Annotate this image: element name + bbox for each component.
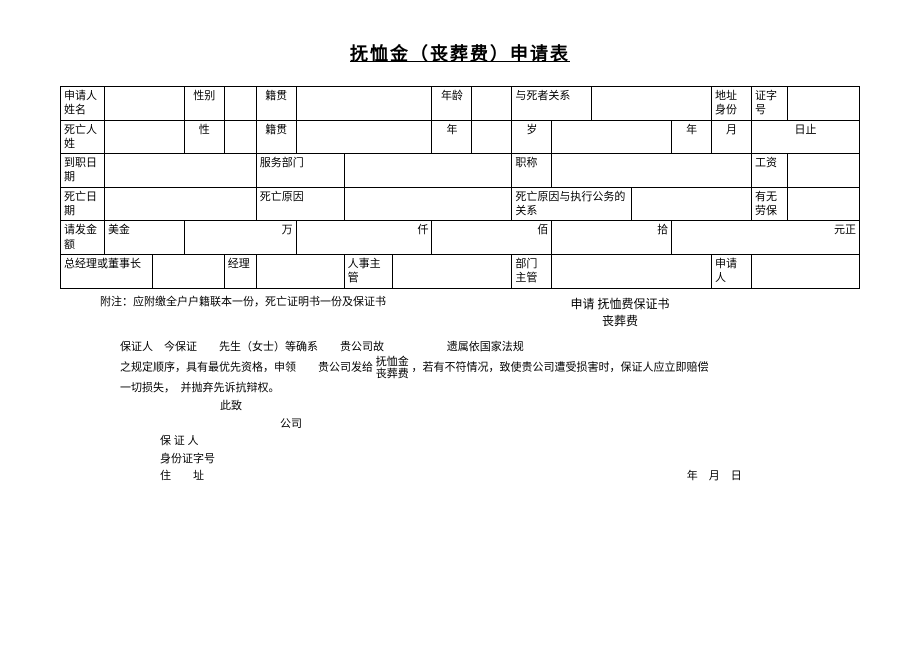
label-origin: 籍贯 bbox=[256, 87, 296, 121]
field-year[interactable] bbox=[472, 120, 512, 154]
field-relation[interactable] bbox=[592, 87, 712, 121]
label-death-date: 死亡日期 bbox=[61, 187, 105, 221]
label-address-id: 地址身份 bbox=[712, 87, 752, 121]
label-qian: 仟 bbox=[296, 221, 432, 255]
label-applicant-sig: 申请人 bbox=[712, 254, 752, 288]
label-position: 职称 bbox=[512, 154, 552, 188]
field-salary[interactable] bbox=[787, 154, 859, 188]
g-l1a: 保证人 今保证 先生（女士）等确系 贵公司故 bbox=[120, 341, 384, 353]
label-service-dept: 服务部门 bbox=[256, 154, 344, 188]
label-hr: 人事主管 bbox=[344, 254, 392, 288]
label-age: 年龄 bbox=[432, 87, 472, 121]
label-shi: 拾 bbox=[552, 221, 672, 255]
field-deceased-gender[interactable] bbox=[224, 120, 256, 154]
page-title: 抚恤金（丧葬费）申请表 bbox=[60, 40, 860, 66]
apply-mid-b: 丧葬费 bbox=[602, 314, 638, 328]
label-hire-date: 到职日期 bbox=[61, 154, 105, 188]
field-death-date[interactable] bbox=[104, 187, 256, 221]
field-origin[interactable] bbox=[296, 87, 432, 121]
field-position[interactable] bbox=[552, 154, 752, 188]
label-relation: 与死者关系 bbox=[512, 87, 592, 121]
label-applicant-name: 申请人姓名 bbox=[61, 87, 105, 121]
label-age-sui: 岁 bbox=[512, 120, 552, 154]
field-id-num[interactable] bbox=[787, 87, 859, 121]
label-bai: 佰 bbox=[432, 221, 552, 255]
g-guarantor: 保 证 人 bbox=[160, 433, 860, 451]
field-deceased-name[interactable] bbox=[104, 120, 184, 154]
label-year: 年 bbox=[432, 120, 472, 154]
label-amount: 请发金额 bbox=[61, 221, 105, 255]
field-deceased-origin[interactable] bbox=[296, 120, 432, 154]
field-hire-date[interactable] bbox=[104, 154, 256, 188]
label-gm: 总经理或董事长 bbox=[61, 254, 153, 288]
label-salary: 工资 bbox=[751, 154, 787, 188]
apply-mid-a: 申请 抚恤费保证书 bbox=[570, 297, 669, 311]
label-death-cause-duty: 死亡原因与执行公务的关系 bbox=[512, 187, 632, 221]
label-wan: 万 bbox=[184, 221, 296, 255]
label-deceased-name: 死亡人姓 bbox=[61, 120, 105, 154]
field-hr[interactable] bbox=[392, 254, 512, 288]
label-day-stop: 日止 bbox=[751, 120, 859, 154]
application-form: 申请人姓名 性别 籍贯 年龄 与死者关系 地址身份 证字号 死亡人姓 性 籍贯 … bbox=[60, 86, 860, 289]
g-id: 身份证字号 bbox=[160, 451, 860, 469]
g-l2a: 之规定顺序，具有最优先资格，申领 贵公司发给 bbox=[120, 362, 373, 374]
guarantee-block: 保证人 今保证 先生（女士）等确系 贵公司故 遗属依国家法规 之规定顺序，具有最… bbox=[120, 339, 860, 486]
field-service-dept[interactable] bbox=[344, 154, 512, 188]
field-applicant-sig[interactable] bbox=[751, 254, 859, 288]
label-mj: 美金 bbox=[104, 221, 184, 255]
label-death-cause: 死亡原因 bbox=[256, 187, 344, 221]
g-l3: 一切损失， 并抛弃先诉抗辩权。 bbox=[120, 380, 860, 398]
g-date: 年 月 日 bbox=[687, 470, 742, 482]
label-id-num: 证字号 bbox=[751, 87, 787, 121]
field-gm[interactable] bbox=[152, 254, 224, 288]
field-age-sui[interactable] bbox=[552, 120, 672, 154]
field-death-cause-duty[interactable] bbox=[632, 187, 752, 221]
field-dept[interactable] bbox=[552, 254, 712, 288]
label-month: 月 bbox=[712, 120, 752, 154]
apply-mid: 申请 抚恤费保证书 丧葬费 bbox=[380, 295, 860, 329]
field-age[interactable] bbox=[472, 87, 512, 121]
field-death-cause[interactable] bbox=[344, 187, 512, 221]
g-l2c: ，若有不符情况，致使贵公司遭受损害时，保证人应立即赔偿 bbox=[412, 362, 709, 374]
field-applicant-name[interactable] bbox=[104, 87, 184, 121]
label-deceased-origin: 籍贯 bbox=[256, 120, 296, 154]
label-dept: 部门主管 bbox=[512, 254, 552, 288]
g-company: 公司 bbox=[280, 416, 860, 434]
field-mgr[interactable] bbox=[256, 254, 344, 288]
label-mgr: 经理 bbox=[224, 254, 256, 288]
field-labor-ins[interactable] bbox=[787, 187, 859, 221]
label-deceased-gender: 性 bbox=[184, 120, 224, 154]
label-year2: 年 bbox=[672, 120, 712, 154]
field-gender[interactable] bbox=[224, 87, 256, 121]
g-addr: 住 址 bbox=[160, 470, 204, 482]
label-labor-ins: 有无劳保 bbox=[751, 187, 787, 221]
label-gender: 性别 bbox=[184, 87, 224, 121]
g-cizhi: 此致 bbox=[220, 398, 860, 416]
label-yuanzheng: 元正 bbox=[672, 221, 860, 255]
